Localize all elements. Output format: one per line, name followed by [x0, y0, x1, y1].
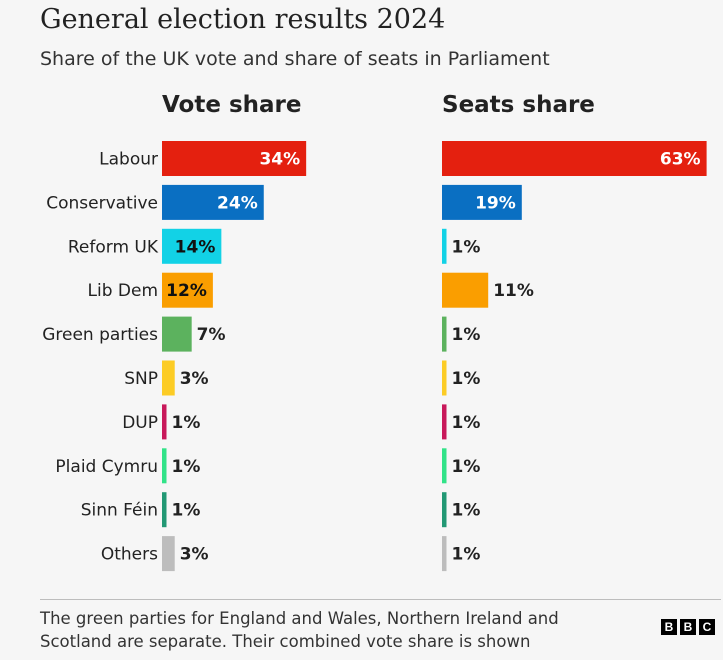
seats-bar	[442, 448, 447, 484]
category-label: Sinn Féin	[81, 501, 158, 521]
vote-bar	[162, 316, 192, 352]
category-label: DUP	[122, 413, 158, 433]
seats-bar	[442, 141, 707, 176]
vote-value-label: 1%	[172, 457, 201, 477]
category-label: Conservative	[46, 193, 158, 213]
vote-value-label: 3%	[180, 369, 209, 389]
vote-value-label: 3%	[180, 545, 209, 565]
vote-bar	[162, 360, 175, 396]
seats-bar	[442, 316, 447, 352]
vote-bar	[162, 184, 264, 220]
vote-value-label: 12%	[166, 281, 207, 301]
seats-bar	[442, 184, 522, 220]
seats-bar	[442, 536, 447, 572]
category-label: SNP	[124, 369, 158, 389]
vote-value-label: 1%	[172, 413, 201, 433]
seats-value-label: 1%	[452, 413, 481, 433]
category-label: Green parties	[42, 325, 158, 345]
category-label: Lib Dem	[88, 281, 159, 301]
vote-value-label: 24%	[217, 193, 258, 213]
category-label: Plaid Cymru	[55, 457, 158, 477]
vote-bar	[162, 404, 167, 440]
seats-share-heading: Seats share	[442, 92, 595, 118]
vote-value-label: 1%	[172, 501, 201, 521]
seats-value-label: 1%	[452, 545, 481, 565]
footnote: The green parties for England and Wales,…	[40, 609, 559, 651]
seats-bar	[442, 492, 447, 528]
seats-value-label: 1%	[452, 369, 481, 389]
seats-value-label: 1%	[452, 501, 481, 521]
seats-value-label: 63%	[660, 150, 701, 170]
footer-divider	[40, 599, 721, 600]
vote-bar	[162, 141, 307, 176]
chart-subtitle: Share of the UK vote and share of seats …	[40, 48, 550, 70]
bbc-logo: B B C	[661, 619, 715, 635]
seats-value-label: 1%	[452, 237, 481, 257]
chart-title: General election results 2024	[40, 4, 446, 35]
seats-value-label: 1%	[452, 325, 481, 345]
vote-bar	[162, 536, 175, 572]
seats-bar	[442, 360, 447, 396]
seats-value-label: 11%	[493, 281, 534, 301]
category-label: Others	[101, 545, 158, 565]
vote-bar	[162, 492, 167, 528]
vote-value-label: 14%	[175, 237, 216, 257]
vote-bar	[162, 272, 213, 308]
seats-bar	[442, 272, 489, 308]
bbc-logo-letter: B	[680, 619, 696, 635]
vote-share-heading: Vote share	[162, 92, 302, 118]
vote-value-label: 34%	[259, 150, 300, 170]
vote-value-label: 7%	[197, 325, 226, 345]
seats-value-label: 1%	[452, 457, 481, 477]
category-label: Labour	[99, 150, 158, 170]
seats-bar	[442, 404, 447, 440]
seats-value-label: 19%	[475, 193, 516, 213]
vote-bar	[162, 448, 167, 484]
results-bar-chart: Labour 34% Conservative 24% Reform UK 14% Lib …	[42, 141, 707, 572]
seats-bar	[442, 228, 447, 264]
category-label: Reform UK	[68, 237, 159, 257]
vote-bar	[162, 228, 222, 264]
bbc-logo-letter: B	[661, 619, 677, 635]
bbc-logo-letter: C	[699, 619, 715, 635]
